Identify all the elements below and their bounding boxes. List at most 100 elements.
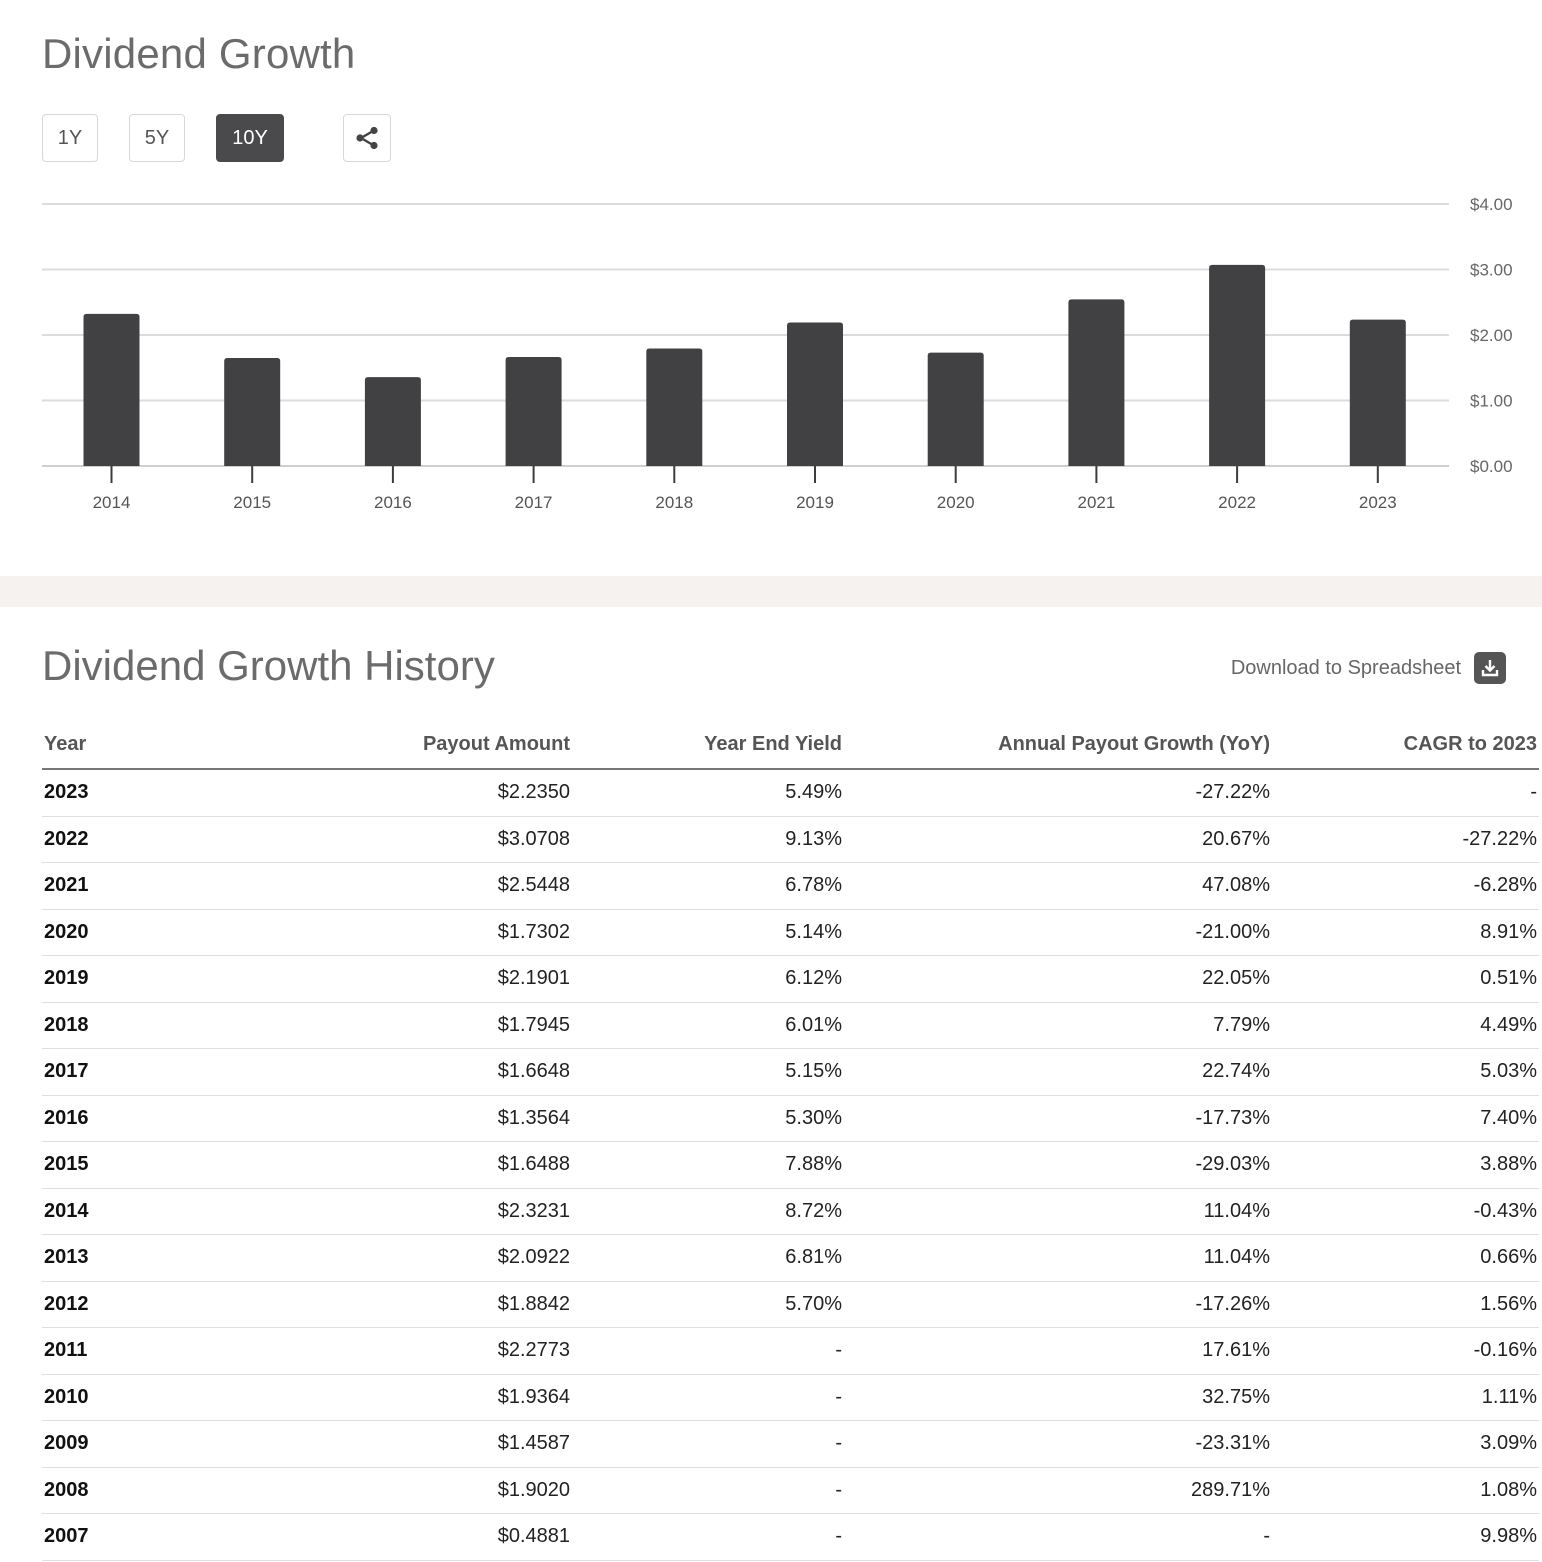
y-tick-label: $4.00: [1470, 195, 1513, 214]
table-row: 2017 $1.6648 5.15% 22.74% 5.03%: [42, 1048, 1539, 1096]
cell-yield: -: [572, 1420, 844, 1468]
cell-yield: 5.30%: [572, 1095, 844, 1142]
y-tick-label: $1.00: [1470, 392, 1513, 411]
period-5y-button[interactable]: 5Y: [129, 114, 185, 162]
table-row: 2018 $1.7945 6.01% 7.79% 4.49%: [42, 1002, 1539, 1049]
bar-2018[interactable]: [646, 348, 703, 466]
cell-year: 2018: [42, 1002, 246, 1049]
bar-2014[interactable]: [83, 313, 140, 466]
x-tick-label: 2015: [233, 493, 271, 512]
cell-year: 2022: [42, 816, 246, 863]
y-tick-label: $0.00: [1470, 457, 1513, 476]
col-header-year[interactable]: Year: [42, 720, 246, 770]
cell-year: 2012: [42, 1281, 246, 1328]
section-divider: [0, 576, 1542, 607]
col-header-payout[interactable]: Payout Amount: [246, 720, 572, 770]
cell-yield: 5.70%: [572, 1281, 844, 1328]
share-icon: [356, 126, 378, 150]
cell-year: 2010: [42, 1374, 246, 1421]
table-row: 2014 $2.3231 8.72% 11.04% -0.43%: [42, 1188, 1539, 1235]
cell-payout: $1.8842: [246, 1281, 572, 1328]
cell-cagr: 5.03%: [1272, 1048, 1539, 1096]
cell-cagr: -0.43%: [1272, 1188, 1539, 1235]
download-icon: [1474, 652, 1506, 684]
cell-yield: 7.88%: [572, 1141, 844, 1189]
table-row: 2015 $1.6488 7.88% -29.03% 3.88%: [42, 1141, 1539, 1189]
bar-2021[interactable]: [1068, 299, 1125, 466]
x-tick-label: 2017: [515, 493, 553, 512]
cell-year: 2016: [42, 1095, 246, 1142]
bar-2023[interactable]: [1349, 319, 1406, 466]
cell-payout: $0.4881: [246, 1513, 572, 1561]
x-tick-label: 2020: [937, 493, 975, 512]
cell-yield: -: [572, 1513, 844, 1561]
cell-yield: 5.49%: [572, 769, 844, 817]
cell-yield: 5.14%: [572, 909, 844, 956]
cell-cagr: -27.22%: [1272, 816, 1539, 863]
cell-cagr: 3.88%: [1272, 1141, 1539, 1189]
cell-year: 2013: [42, 1234, 246, 1282]
cell-year: 2009: [42, 1420, 246, 1468]
x-tick-label: 2022: [1218, 493, 1256, 512]
table-row: 2010 $1.9364-32.75% 1.11%: [42, 1374, 1539, 1421]
x-tick-label: 2021: [1077, 493, 1115, 512]
cell-payout: $1.4587: [246, 1420, 572, 1468]
bar-2015[interactable]: [224, 358, 281, 466]
cell-year: 2019: [42, 955, 246, 1003]
cell-growth: 22.74%: [844, 1048, 1272, 1096]
bar-2022[interactable]: [1209, 264, 1266, 466]
col-header-growth[interactable]: Annual Payout Growth (YoY): [844, 720, 1272, 770]
cell-payout: $2.0922: [246, 1234, 572, 1282]
col-header-yield[interactable]: Year End Yield: [572, 720, 844, 770]
page-title: Dividend Growth: [42, 30, 356, 77]
cell-growth: -21.00%: [844, 909, 1272, 956]
cell-cagr: -: [1272, 769, 1539, 817]
cell-yield: -: [572, 1327, 844, 1375]
table-row: 2021 $2.5448 6.78% 47.08% -6.28%: [42, 862, 1539, 910]
table-row: 2012 $1.8842 5.70% -17.26% 1.56%: [42, 1281, 1539, 1328]
cell-growth: 32.75%: [844, 1374, 1272, 1421]
cell-cagr: 0.66%: [1272, 1234, 1539, 1282]
cell-yield: -: [572, 1467, 844, 1514]
cell-year: 2008: [42, 1467, 246, 1514]
bar-2019[interactable]: [787, 322, 843, 466]
bar-2016[interactable]: [364, 377, 421, 466]
cell-year: 2007: [42, 1513, 246, 1561]
period-10y-button[interactable]: 10Y: [216, 114, 284, 162]
table-header-row: Year Payout Amount Year End Yield Annual…: [42, 720, 1539, 770]
bar-2017[interactable]: [505, 356, 562, 466]
cell-cagr: 9.98%: [1272, 1513, 1539, 1561]
cell-cagr: 8.91%: [1272, 909, 1539, 956]
cell-year: 2015: [42, 1141, 246, 1189]
cell-payout: $1.7302: [246, 909, 572, 956]
bar-2020[interactable]: [927, 352, 984, 466]
download-label: Download to Spreadsheet: [1230, 656, 1461, 679]
cell-year: 2011: [42, 1327, 246, 1375]
col-header-cagr[interactable]: CAGR to 2023: [1272, 720, 1539, 770]
cell-yield: -: [572, 1374, 844, 1421]
period-1y-button[interactable]: 1Y: [42, 114, 98, 162]
cell-cagr: 1.11%: [1272, 1374, 1539, 1421]
cell-payout: $1.9364: [246, 1374, 572, 1421]
download-spreadsheet-link[interactable]: Download to Spreadsheet: [1231, 652, 1519, 684]
table-row: 2019 $2.1901 6.12% 22.05% 0.51%: [42, 955, 1539, 1003]
cell-growth: -27.22%: [844, 769, 1272, 817]
cell-growth: -: [844, 1513, 1272, 1561]
cell-payout: $1.3564: [246, 1095, 572, 1142]
cell-payout: $3.0708: [246, 816, 572, 863]
cell-growth: 11.04%: [844, 1234, 1272, 1282]
y-tick-label: $2.00: [1470, 326, 1513, 345]
cell-growth: 47.08%: [844, 862, 1272, 910]
cell-growth: 20.67%: [844, 816, 1272, 863]
cell-payout: $2.5448: [246, 862, 572, 910]
dividend-history-table: Year Payout Amount Year End Yield Annual…: [42, 720, 1539, 1561]
cell-cagr: 0.51%: [1272, 955, 1539, 1003]
cell-year: 2017: [42, 1048, 246, 1096]
cell-yield: 8.72%: [572, 1188, 844, 1235]
table-row: 2013 $2.0922 6.81% 11.04% 0.66%: [42, 1234, 1539, 1282]
history-title: Dividend Growth History: [42, 642, 495, 689]
share-button[interactable]: [343, 114, 391, 162]
cell-cagr: 1.56%: [1272, 1281, 1539, 1328]
table-row: 2016 $1.3564 5.30% -17.73% 7.40%: [42, 1095, 1539, 1142]
table-row: 2023 $2.2350 5.49% -27.22% -: [42, 769, 1539, 817]
